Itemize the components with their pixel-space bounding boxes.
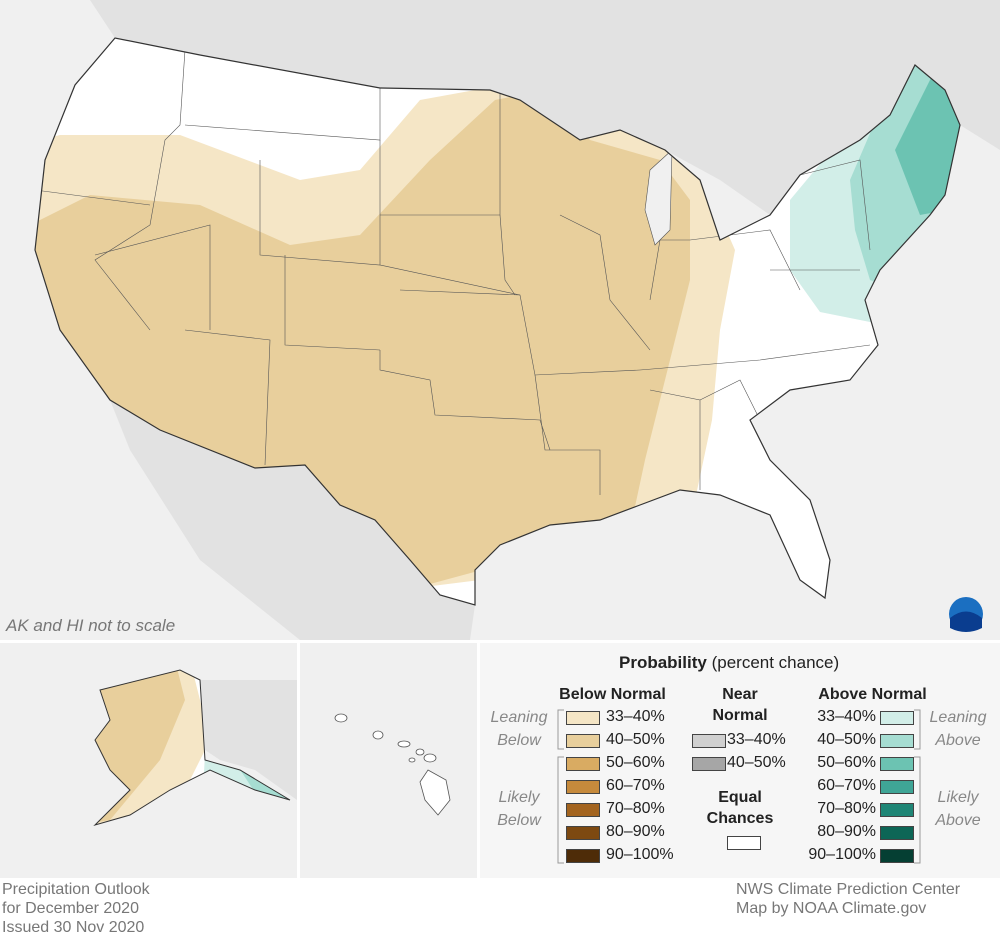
footer-line: Issued 30 Nov 2020: [2, 919, 145, 936]
above-label: 60–70%: [817, 777, 876, 794]
above-label: 70–80%: [817, 800, 876, 817]
leaning-above: Leaning Above: [929, 709, 987, 749]
below-label: 33–40%: [606, 708, 665, 725]
map-note: AK and HI not to scale: [6, 616, 176, 635]
below-swatch: [566, 849, 600, 863]
above-label: 40–50%: [817, 731, 876, 748]
mexico: [110, 400, 475, 640]
leaning-below: Leaning Below: [490, 709, 548, 749]
above-label: 50–60%: [817, 754, 876, 771]
above-label: 33–40%: [817, 708, 876, 725]
footer-line: for December 2020: [2, 900, 139, 917]
above-swatch: [880, 780, 914, 794]
hawaii-inset: [300, 643, 477, 878]
above-swatch: [880, 757, 914, 771]
equal-swatch: [727, 836, 761, 850]
above-swatch: [880, 803, 914, 817]
above-swatch: [880, 711, 914, 725]
below-swatch: [566, 757, 600, 771]
below-swatch: [566, 803, 600, 817]
below-heading: Below Normal: [559, 686, 666, 703]
legend-title: Probability: [619, 653, 707, 672]
ak-below: [95, 670, 185, 825]
below-label: 60–70%: [606, 777, 665, 794]
below-label: 90–100%: [606, 846, 674, 863]
above-label: 80–90%: [817, 823, 876, 840]
above-swatch: [880, 826, 914, 840]
below-swatch: [566, 734, 600, 748]
below-swatch: [566, 826, 600, 840]
hawaii-map: [334, 713, 451, 816]
near-swatch: [692, 757, 726, 771]
near-label: 40–50%: [727, 754, 786, 771]
likely-above: Likely Above: [935, 789, 981, 829]
canada: [60, 0, 1000, 215]
footer-left: Precipitation Outlook for December 2020 Is…: [2, 880, 150, 937]
below-label: 70–80%: [606, 800, 665, 817]
noaa-logo-wave: [950, 611, 982, 632]
alaska-outline: [93, 669, 291, 827]
footer-line: Precipitation Outlook: [2, 881, 150, 898]
legend-title-line: Probability (percent chance): [619, 653, 839, 673]
region-above-likely: [895, 70, 960, 215]
above-swatch: [880, 849, 914, 863]
below-swatch: [566, 780, 600, 794]
below-label: 80–90%: [606, 823, 665, 840]
legend-subtitle: (percent chance): [711, 653, 840, 672]
equal-heading: Equal Chances: [706, 789, 774, 827]
likely-below: Likely Below: [497, 789, 541, 829]
footer-right: NWS Climate Prediction Center Map by NOAA…: [736, 880, 960, 918]
near-heading: Near Normal: [712, 686, 768, 724]
near-label: 33–40%: [727, 731, 786, 748]
above-heading: Above Normal: [818, 686, 927, 703]
above-label: 90–100%: [808, 846, 876, 863]
below-label: 50–60%: [606, 754, 665, 771]
above-swatch: [880, 734, 914, 748]
below-label: 40–50%: [606, 731, 665, 748]
below-swatch: [566, 711, 600, 725]
footer-line: Map by NOAA Climate.gov: [736, 900, 927, 917]
canada-inset: [200, 680, 297, 800]
footer-line: NWS Climate Prediction Center: [736, 881, 961, 898]
near-swatch: [692, 734, 726, 748]
us-outline: [34, 37, 961, 606]
